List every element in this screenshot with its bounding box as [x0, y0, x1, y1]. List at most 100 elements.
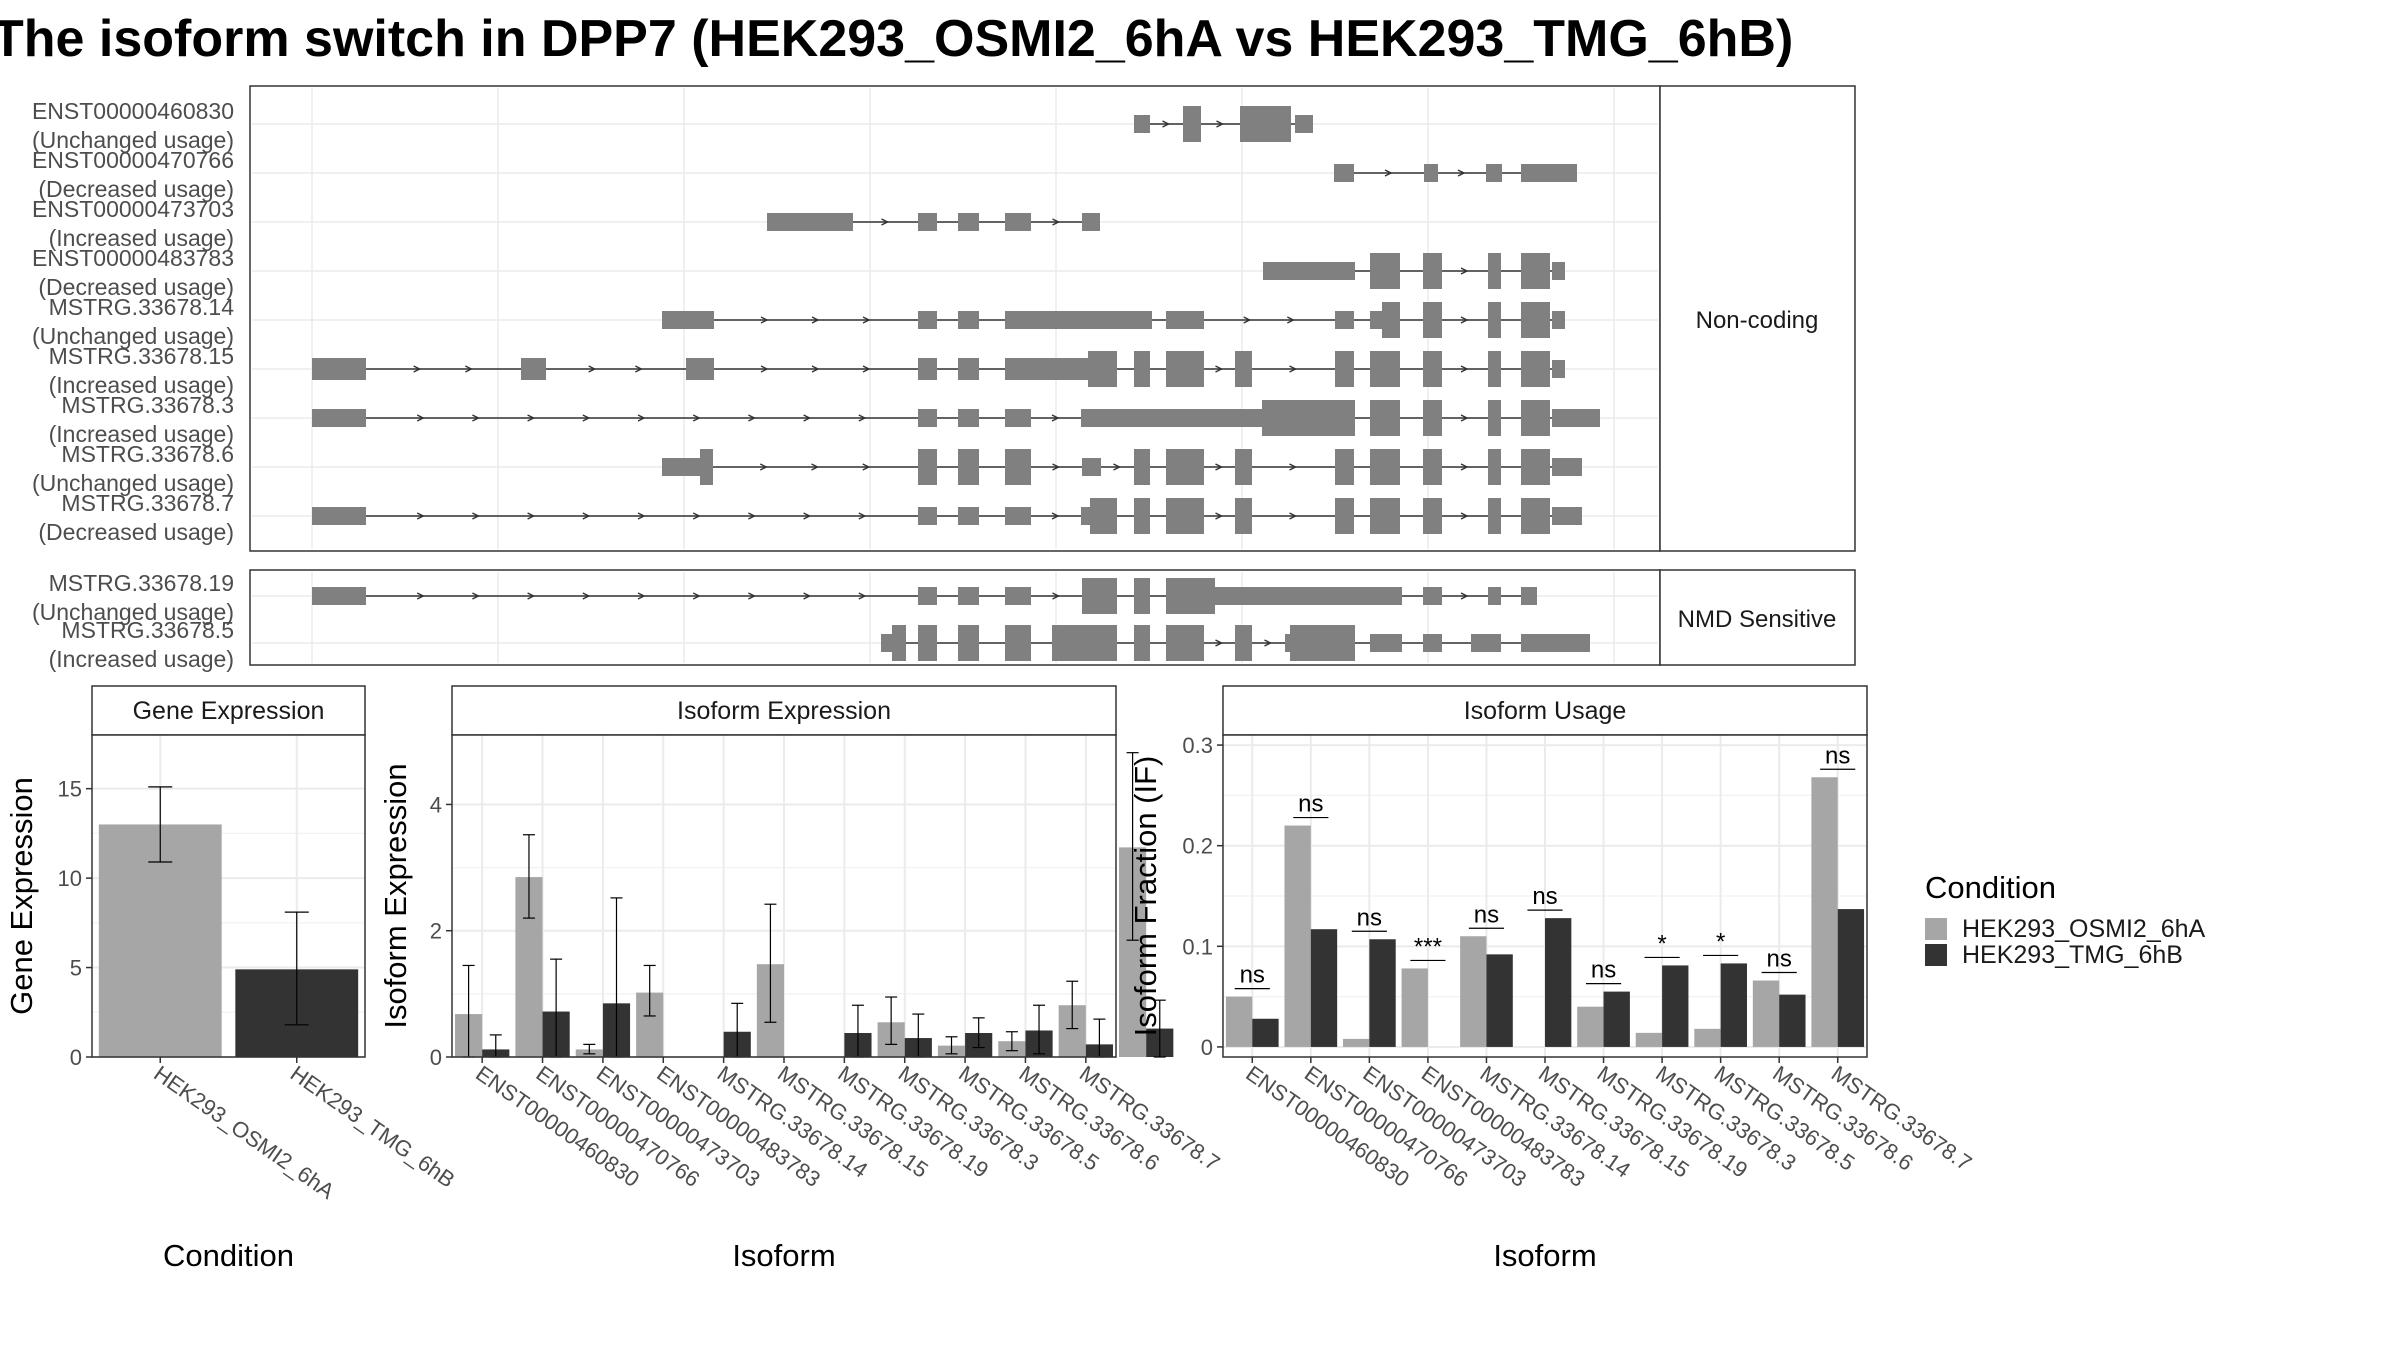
exon-block: [1166, 625, 1204, 661]
bar: [1369, 939, 1396, 1047]
exon-block: [1082, 213, 1100, 231]
exon-block: [1521, 164, 1577, 182]
bar: [1603, 991, 1630, 1047]
bar: [1635, 1032, 1663, 1047]
exon-block: [700, 449, 713, 485]
exon-block: [1382, 302, 1400, 338]
strand-arrow: [416, 592, 425, 600]
exon-block: [1335, 351, 1354, 387]
usage-label: (Unchanged usage): [32, 127, 234, 153]
panel-title: Isoform Usage: [1464, 697, 1627, 725]
exon-block: [1235, 625, 1252, 661]
exon-block: [1521, 351, 1550, 387]
exon-block: [881, 634, 892, 652]
significance-label: ns: [1591, 957, 1616, 984]
transcript-id-label: MSTRG.33678.6: [61, 441, 234, 467]
strand-arrow: [588, 365, 597, 373]
exon-block: [918, 409, 937, 427]
facet-strip-non-coding: [1659, 85, 1856, 552]
significance-label: ns: [1767, 946, 1792, 973]
strand-arrow: [472, 414, 480, 422]
strand-arrow: [1460, 463, 1469, 471]
y-tick-label: 10: [58, 866, 82, 891]
exon-block: [1262, 400, 1355, 436]
exon-block: [312, 587, 366, 605]
strand-arrow: [472, 592, 480, 600]
exon-block: [958, 587, 979, 605]
structure-panel-non-coding: Non-coding: [249, 85, 1856, 552]
strand-arrow: [527, 414, 536, 422]
bar: [1545, 918, 1572, 1047]
significance-label: ns: [1298, 791, 1323, 818]
strand-arrow: [1243, 316, 1252, 324]
strand-arrow: [1264, 639, 1273, 647]
x-axis-title: Condition: [163, 1238, 294, 1273]
strand-arrow: [1113, 463, 1122, 471]
y-axis-title: Gene Expression: [4, 777, 39, 1015]
legend: Condition HEK293_OSMI2_6hA HEK293_TMG_6h…: [1925, 870, 2206, 969]
exon-block: [1488, 400, 1501, 436]
transcript-row: [312, 498, 1582, 534]
strand-arrow: [862, 316, 871, 324]
exon-block: [662, 458, 700, 476]
bar: [1310, 929, 1338, 1047]
bar: [1401, 968, 1428, 1047]
transcript-id-label: MSTRG.33678.15: [49, 343, 234, 369]
exon-block: [918, 449, 937, 485]
transcript-id-label: ENST00000470766: [32, 147, 234, 173]
significance-label: ns: [1357, 904, 1382, 931]
exon-block: [918, 311, 937, 329]
exon-block: [1082, 458, 1101, 476]
significance-label: *: [1716, 928, 1725, 955]
exon-block: [1488, 351, 1501, 387]
panel-border: [91, 734, 366, 1058]
strand-arrow: [465, 365, 473, 373]
exon-block: [1005, 409, 1031, 427]
usage-label: (Decreased usage): [38, 176, 234, 202]
strand-arrow: [1215, 365, 1224, 373]
exon-block: [1166, 498, 1204, 534]
bar: [1460, 936, 1487, 1047]
exon-block: [1552, 311, 1565, 329]
strand-arrow: [759, 463, 768, 471]
exon-block: [1370, 634, 1402, 652]
exon-block: [892, 625, 906, 661]
transcript-row: [1334, 164, 1577, 182]
transcript-id-label: ENST00000473703: [32, 196, 234, 222]
significance-label: *: [1657, 930, 1666, 957]
exon-block: [767, 213, 853, 231]
usage-label: (Unchanged usage): [32, 470, 234, 496]
exon-block: [1215, 587, 1402, 605]
exon-block: [1335, 449, 1354, 485]
strand-arrow: [803, 512, 812, 520]
exon-block: [1235, 351, 1252, 387]
strand-arrow: [858, 512, 867, 520]
exon-block: [1166, 351, 1204, 387]
exon-block: [686, 358, 714, 380]
strand-arrow: [527, 512, 536, 520]
transcript-id-label: MSTRG.33678.5: [61, 617, 234, 643]
significance-label: ns: [1240, 962, 1265, 989]
strand-arrow: [862, 463, 871, 471]
bar: [1284, 825, 1311, 1047]
usage-label: (Decreased usage): [38, 274, 234, 300]
exon-block: [1521, 400, 1550, 436]
exon-block: [1521, 498, 1550, 534]
strand-arrow: [1215, 512, 1224, 520]
strand-arrow: [803, 414, 812, 422]
significance-label: ns: [1474, 901, 1499, 928]
structure-panel-nmd: NMD Sensitive: [249, 569, 1856, 666]
strand-arrow: [1052, 218, 1061, 226]
exon-block: [1134, 351, 1150, 387]
structure-rows-nmd: [312, 578, 1590, 661]
exon-block: [1005, 311, 1152, 329]
facet-strip-nmd: [1659, 569, 1856, 666]
exon-block: [918, 213, 937, 231]
exon-block: [1552, 507, 1582, 525]
exon-block: [1552, 360, 1565, 378]
transcript-id-label: MSTRG.33678.7: [61, 490, 234, 516]
strand-arrow: [637, 414, 646, 422]
strand-arrow: [881, 218, 890, 226]
panel-title: Isoform Expression: [677, 697, 891, 725]
usage-label: (Decreased usage): [38, 519, 234, 545]
